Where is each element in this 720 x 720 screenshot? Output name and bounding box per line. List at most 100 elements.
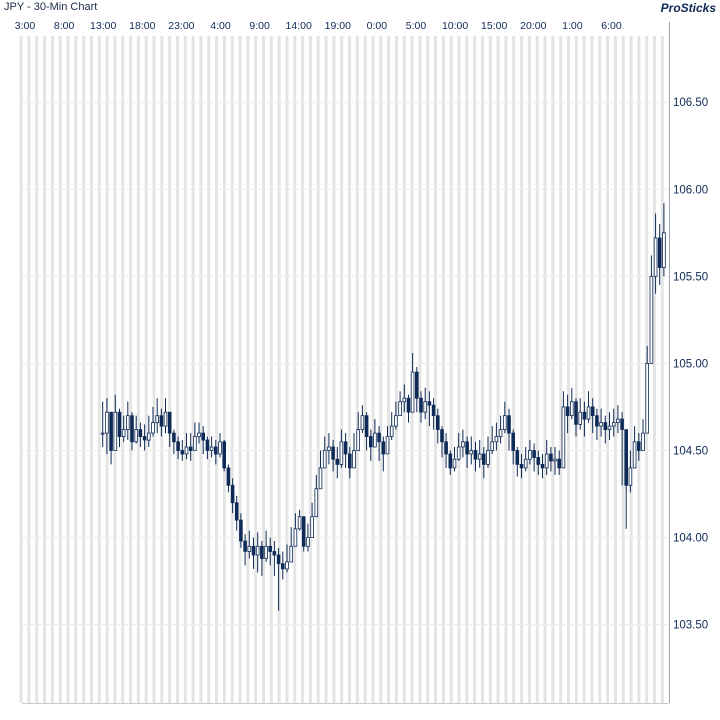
candle-body	[276, 554, 281, 565]
candle-body	[544, 453, 549, 469]
candle-body	[536, 456, 541, 465]
candle-body	[406, 397, 411, 413]
candle-body	[347, 453, 352, 469]
candle-body	[452, 458, 457, 469]
candle-body	[611, 422, 616, 427]
candle-body	[134, 429, 139, 443]
candle-body	[498, 429, 503, 438]
candle-body	[280, 563, 285, 570]
candle-body	[414, 371, 419, 399]
candle-body	[213, 446, 218, 455]
candle-body	[243, 540, 247, 552]
candle-body	[641, 432, 645, 451]
candle-body	[570, 401, 574, 417]
candle-body	[389, 425, 394, 437]
x-tick-label: 8:00	[54, 20, 75, 32]
candle-body	[377, 432, 381, 443]
y-tick-label: 105.50	[673, 271, 708, 283]
candle-body	[142, 436, 147, 441]
candle-body	[481, 453, 486, 465]
candle-body	[105, 411, 109, 434]
candle-body	[301, 516, 306, 547]
x-axis: 3:00 8:00 13:00 18:00 23:00 4:00 9:00 14:00 19:0…	[15, 20, 622, 32]
candle-layer	[100, 203, 666, 611]
candle-body	[553, 458, 557, 462]
candle-body	[230, 484, 235, 504]
candle-body	[402, 397, 407, 403]
candle-body	[477, 453, 482, 460]
candle-body	[624, 429, 628, 486]
candle-body	[657, 237, 662, 269]
candle-body	[616, 418, 620, 424]
candle-body	[431, 404, 436, 417]
candle-body	[381, 441, 386, 455]
candle-body	[138, 429, 143, 438]
candle-body	[515, 450, 520, 465]
candle-body	[628, 467, 633, 486]
candle-body	[410, 371, 415, 413]
y-tick-label: 106.50	[673, 97, 708, 109]
candle-body	[578, 411, 582, 425]
candle-body	[519, 463, 524, 469]
candle-body	[645, 362, 649, 434]
candle-body	[180, 450, 185, 455]
candle-body	[151, 422, 155, 434]
candle-body	[176, 441, 180, 451]
candle-body	[193, 436, 197, 451]
candle-body	[272, 551, 277, 556]
x-tick-label: 9:00	[249, 20, 270, 32]
candle-body	[620, 418, 624, 430]
candle-body	[586, 406, 591, 420]
candle-body	[448, 453, 453, 469]
candle-body	[209, 446, 214, 451]
candle-body	[239, 519, 243, 542]
candle-body	[385, 436, 390, 455]
brand-logo: ProSticks	[660, 1, 716, 15]
y-tick-label: 106.00	[673, 184, 708, 196]
candle-body	[632, 441, 637, 469]
candle-body	[486, 450, 490, 465]
candle-body	[167, 411, 172, 434]
candle-body	[121, 429, 126, 438]
candle-body	[100, 432, 105, 435]
candle-body	[356, 429, 360, 451]
candle-body	[247, 545, 252, 552]
y-tick-label: 104.00	[673, 533, 708, 545]
candle-body	[549, 453, 553, 462]
candle-body	[255, 545, 260, 556]
candle-body	[561, 406, 566, 469]
candle-body	[528, 450, 532, 460]
candle-body	[364, 415, 369, 438]
candle-body	[653, 237, 658, 277]
candle-body	[205, 439, 210, 451]
candle-body	[343, 441, 348, 455]
candle-body	[507, 415, 511, 434]
candle-body	[335, 458, 340, 465]
candle-body	[423, 401, 427, 413]
candle-body	[649, 275, 654, 364]
candle-body	[322, 450, 327, 469]
candle-body	[603, 422, 608, 431]
candle-body	[352, 450, 356, 469]
candle-body	[109, 411, 113, 451]
candle-body	[565, 406, 570, 416]
candle-body	[184, 446, 189, 455]
candle-body	[582, 411, 587, 420]
candle-body	[394, 415, 398, 427]
x-tick-label: 23:00	[168, 20, 194, 32]
candle-body	[172, 432, 176, 443]
x-tick-label: 13:00	[90, 20, 116, 32]
candle-body	[251, 545, 256, 556]
candle-body	[285, 561, 289, 570]
candle-body	[490, 441, 494, 451]
x-tick-label: 15:00	[481, 20, 507, 32]
candle-body	[607, 425, 612, 431]
x-tick-label: 3:00	[15, 20, 36, 32]
candle-body	[126, 415, 130, 431]
candle-body	[599, 422, 603, 427]
candle-body	[523, 458, 528, 469]
candle-body	[540, 463, 545, 469]
candle-body	[327, 446, 331, 451]
candle-body	[146, 432, 151, 441]
candle-body	[662, 232, 666, 269]
